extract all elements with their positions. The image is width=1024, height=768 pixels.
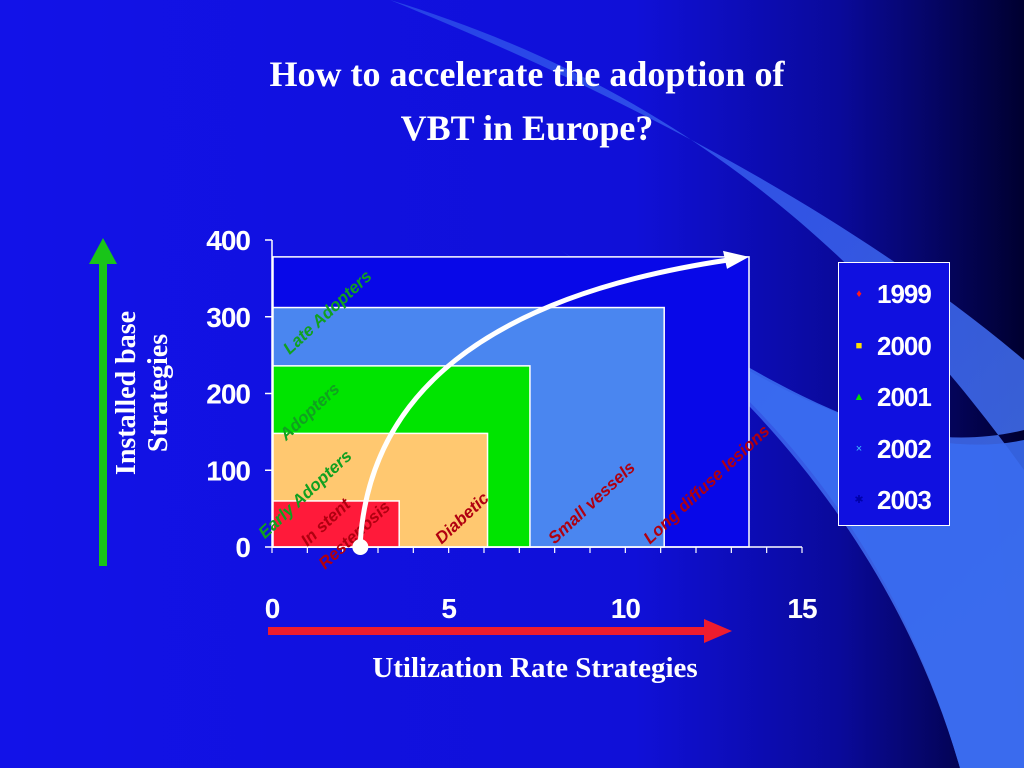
y-tick-label: 300 <box>206 302 250 333</box>
area-1999 <box>272 500 400 548</box>
triangle-marker-icon: ▲ <box>853 391 865 403</box>
star-marker-icon: ✱ <box>854 494 864 506</box>
legend-label: 1999 <box>877 279 932 309</box>
up-arrow-icon <box>89 238 117 566</box>
y-tick-label: 0 <box>235 532 250 563</box>
growth-arrow <box>357 257 732 544</box>
x-tick-label: 0 <box>265 593 280 624</box>
y-tick-label: 200 <box>206 379 250 410</box>
legend-label: 2002 <box>877 433 932 464</box>
right-arrow-icon <box>268 619 732 643</box>
growth-arrow-head <box>723 250 749 269</box>
chart-legend: ♦ 1999 ■ 2000 ▲ 2001 × 2002 ✱ 2003 <box>838 262 950 526</box>
x-tick-label: 10 <box>611 593 641 624</box>
legend-item-2000: ■ 2000 <box>839 327 951 367</box>
legend-item-2001: ▲ 2001 <box>839 378 951 418</box>
legend-item-2003: ✱ 2003 <box>839 481 951 521</box>
square-marker-icon: ■ <box>855 339 863 352</box>
x-tick-label: 15 <box>787 593 817 624</box>
slide-title-line1: How to accelerate the adoption of <box>269 54 785 94</box>
legend-item-1999: ♦ 1999 <box>839 275 951 315</box>
x-tick-label: 5 <box>441 593 456 624</box>
y-tick-label: 100 <box>206 455 250 486</box>
x-axis-label: Utilization Rate Strategies <box>372 652 698 684</box>
legend-label: 2001 <box>877 382 932 412</box>
slide-title-line2: VBT in Europe? <box>400 108 654 148</box>
growth-arrow-origin <box>352 539 369 555</box>
y-tick-label: 400 <box>206 225 250 256</box>
legend-item-2002: × 2002 <box>839 430 951 470</box>
diamond-marker-icon: ♦ <box>856 288 862 300</box>
legend-label: 2003 <box>877 485 932 515</box>
legend-label: 2000 <box>877 330 932 361</box>
x-marker-icon: × <box>855 442 863 455</box>
